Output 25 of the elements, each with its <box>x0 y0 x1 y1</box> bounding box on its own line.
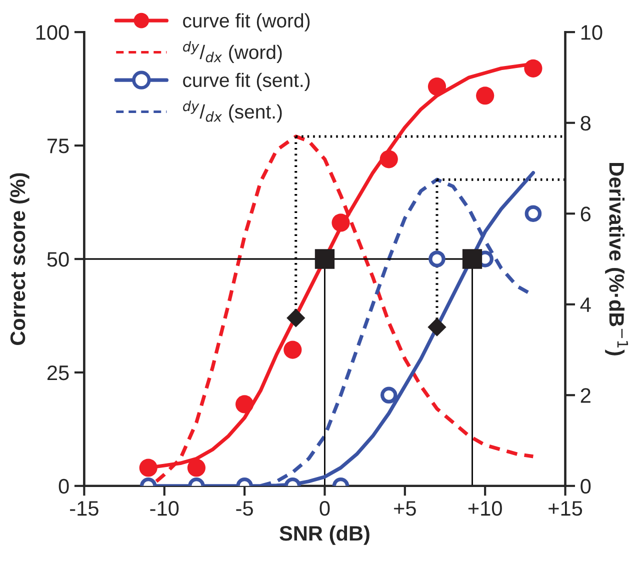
y-tick-label: 100 <box>36 25 69 40</box>
legend-label: $^{dy}$/$_{dx}$ (sent.) <box>183 100 282 122</box>
y-tick-label: 50 <box>47 252 69 267</box>
y2-tick-label: 4 <box>580 298 591 312</box>
x-tick-label: +5 <box>394 501 416 516</box>
y-tick-label: 0 <box>58 478 69 494</box>
y2-tick-label: 6 <box>580 206 591 222</box>
y-tick-label: 75 <box>48 138 69 154</box>
y2-tick-label: 2 <box>580 388 590 403</box>
x-tick-label: -15 <box>70 501 98 516</box>
y2-tick-label: 8 <box>580 116 591 131</box>
legend-label: curve fit (sent.) <box>183 72 310 91</box>
y2-tick-label: 0 <box>580 478 591 494</box>
legend-label: $^{dy}$/$_{dx}$ (word) <box>183 41 282 63</box>
y-axis-title: Correct score (%) <box>10 173 30 345</box>
y2-tick-label: 10 <box>581 25 602 40</box>
x-axis-title: SNR (dB) <box>280 525 370 545</box>
legend-label: curve fit (word) <box>183 13 310 32</box>
y-tick-label: 25 <box>47 365 69 380</box>
x-tick-label: -5 <box>236 501 253 516</box>
x-tick-label: +15 <box>548 501 582 516</box>
x-tick-label: +10 <box>468 501 502 516</box>
y2-axis-title: Derivative (%·dB$^{−1}$) <box>605 162 628 356</box>
x-tick-label: -10 <box>150 501 179 516</box>
x-tick-label: 0 <box>320 501 330 516</box>
